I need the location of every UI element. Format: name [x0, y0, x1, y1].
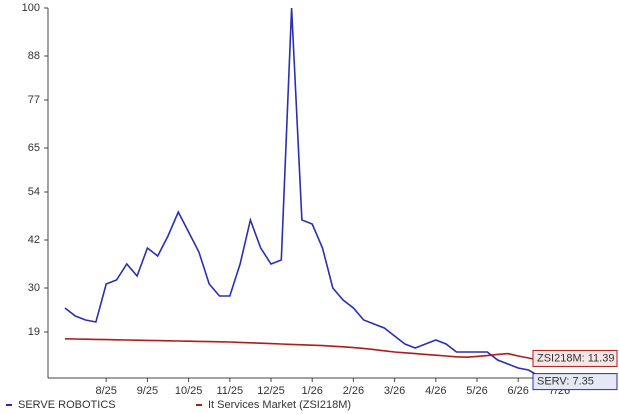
x-tick-label: 3/26	[384, 385, 405, 397]
x-tick-label: 12/25	[257, 385, 285, 397]
x-tick-label: 1/26	[301, 385, 322, 397]
x-tick-label: 9/25	[137, 385, 158, 397]
end-label: ZSI218M: 11.39	[537, 352, 614, 364]
y-tick-label: 77	[28, 94, 40, 106]
x-tick-label: 6/26	[507, 385, 528, 397]
end-label-box	[532, 349, 618, 367]
x-tick-label: 5/26	[466, 385, 487, 397]
x-tick-label: 10/25	[175, 385, 203, 397]
y-tick-label: 30	[28, 282, 40, 294]
end-label-box	[532, 373, 618, 391]
y-tick-label: 88	[28, 50, 40, 62]
y-tick-label: 54	[28, 186, 40, 198]
x-tick-label: 2/26	[343, 385, 364, 397]
x-tick-label: 4/26	[425, 385, 446, 397]
legend-label: It Services Market (ZSI218M)	[208, 399, 351, 411]
x-tick-label: 11/25	[216, 385, 243, 397]
y-tick-label: 19	[28, 326, 40, 338]
series-line	[64, 338, 550, 364]
end-label: SERV: 7.35	[537, 376, 594, 388]
y-tick-label: 65	[28, 142, 40, 154]
y-tick-label: 42	[28, 234, 40, 246]
legend-label: SERVE ROBOTICS	[18, 399, 116, 411]
series-line	[64, 7, 550, 380]
y-tick-label: 100	[22, 2, 40, 14]
x-tick-label: 8/25	[95, 385, 116, 397]
